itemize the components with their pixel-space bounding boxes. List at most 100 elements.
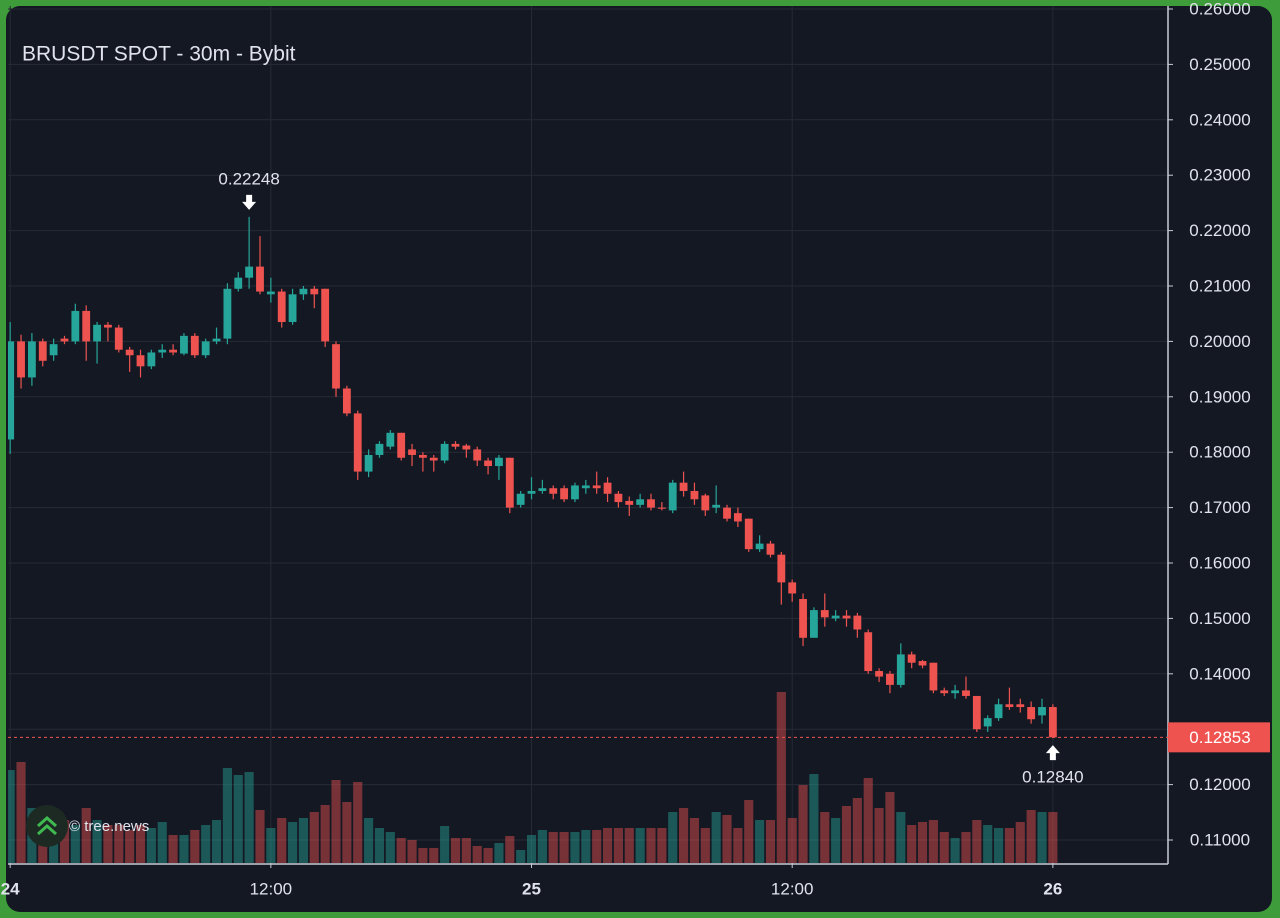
volume-bar [896,812,906,863]
candle-body [266,291,275,295]
x-tick-label: 24 [1,879,20,898]
volume-bar [92,820,102,863]
volume-bar [505,836,515,863]
volume-bar [744,800,754,863]
candle-body [299,288,308,295]
volume-bar [689,818,700,863]
volume-bar [244,772,254,863]
volume-bar [765,820,776,863]
annotation-arrow [242,194,257,210]
candle-body [831,615,840,619]
y-tick-label: 0.26000 [1189,0,1250,18]
volume-bar [320,805,330,863]
volume-bar [114,825,124,863]
volume-bar [407,840,417,863]
volume-bar [950,838,960,863]
candle-body [386,432,395,447]
candle-body [592,485,601,489]
candle-body [288,294,297,323]
candle-body [962,690,970,696]
y-tick-label: 0.18000 [1189,443,1250,462]
candle-body [1038,707,1046,716]
candle-body [788,582,797,594]
volume-bar [201,825,211,863]
candle-body [1005,704,1014,708]
volume-bar [266,828,276,863]
y-tick-label: 0.11000 [1190,830,1250,849]
candle-body [799,599,807,638]
candle-body [538,488,547,491]
volume-bar [863,778,873,863]
volume-bar [537,830,547,863]
annotation-arrow [1045,745,1060,761]
y-tick-label: 0.16000 [1189,553,1250,572]
annotation-label: 0.12840 [1022,768,1083,787]
volume-bar [776,692,786,863]
candle-body [342,388,351,414]
volume-bar [570,832,580,863]
y-tick-label: 0.20000 [1189,332,1250,351]
volume-bar [440,826,450,863]
candle-body [451,443,460,447]
candle-body [353,413,362,472]
volume-bar [559,832,569,863]
candle-body [429,457,438,461]
candle-body [71,310,80,342]
x-tick-label: 26 [1043,879,1062,898]
volume-bar [353,782,363,863]
candle-body [701,495,710,511]
volume-bar [852,798,862,863]
volume-bar [831,818,841,863]
volume-bar [581,830,591,863]
candle-body [712,504,721,508]
y-tick-label: 0.22000 [1189,221,1250,240]
volume-bar [907,825,917,863]
candle-body [495,457,503,467]
candle-body [310,288,319,295]
candle-body [364,454,373,472]
volume-bar [494,843,504,863]
candle-body [581,485,590,489]
volume-bar [1004,828,1014,863]
volume-bar [602,828,613,863]
candle-body [397,432,406,458]
candle-body [603,482,612,494]
candle-body [951,690,960,694]
candle-body [201,341,210,356]
volume-bar [298,818,308,863]
x-tick-label: 12:00 [771,879,814,898]
volume-bar [1026,810,1036,863]
volume-bar [624,828,634,863]
candle-body [972,695,981,730]
volume-bar [157,822,167,863]
volume-bar [917,822,928,863]
candle-body [180,335,188,354]
candle-body [147,352,156,367]
candle-body [679,482,688,491]
volume-bar [646,828,656,863]
volume-bar [679,808,689,863]
volume-bar [657,828,667,863]
candle-body [462,445,471,450]
volume-bar [222,768,232,863]
volume-bar [983,825,993,863]
volume-bar [548,832,558,863]
candle-body [27,341,36,378]
candle-body [907,654,916,663]
candle-body [473,449,482,461]
volume-bar [483,848,493,863]
candle-body [918,661,927,666]
y-tick-label: 0.12000 [1189,775,1250,794]
candle-body [886,673,894,685]
candle-body [484,460,492,467]
candle-body [733,513,742,522]
volume-bar [385,832,395,863]
candle-body [842,615,851,619]
volume-bar [635,828,645,863]
y-tick-label: 0.24000 [1189,110,1250,129]
volume-bar [1048,812,1058,863]
candle-body [690,490,699,500]
candle-body [256,266,264,292]
candle-body [158,349,167,353]
last-price-tag [1168,722,1270,753]
